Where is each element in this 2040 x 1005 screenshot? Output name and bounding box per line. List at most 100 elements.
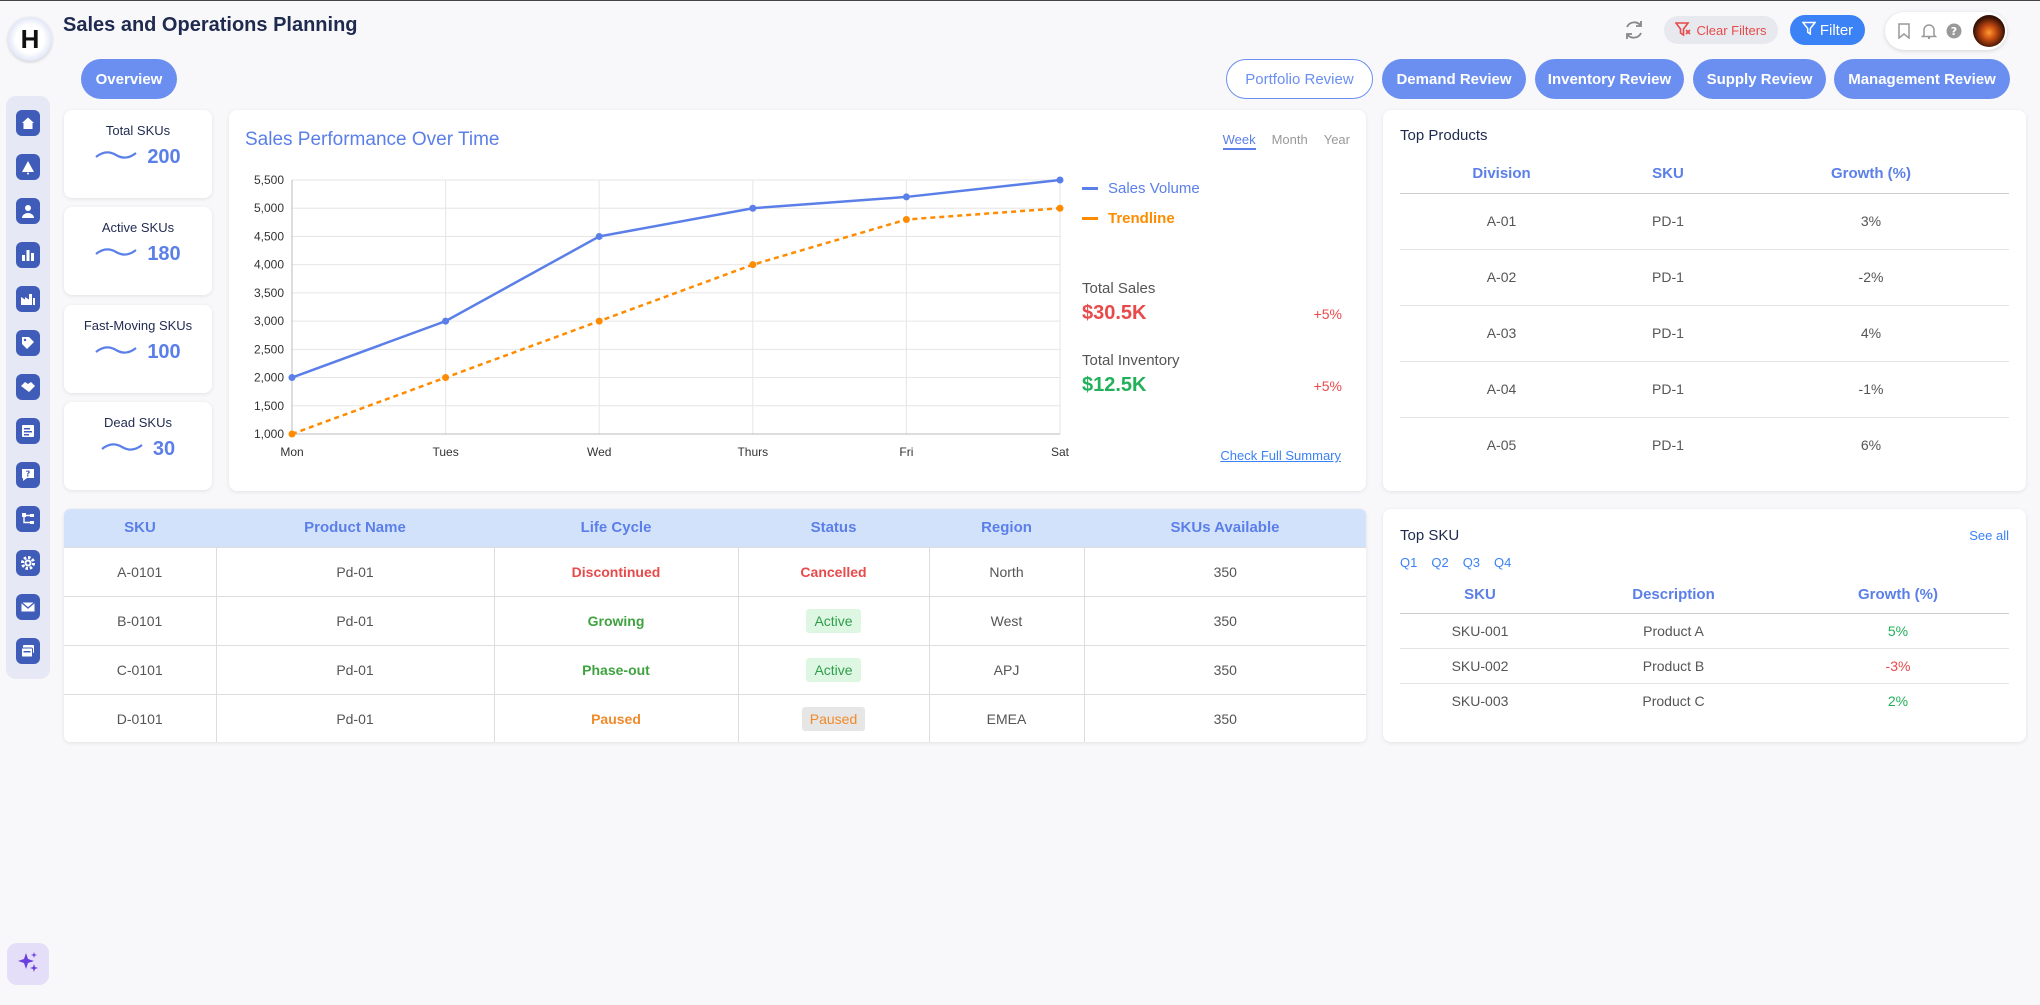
table-row[interactable]: SKU-001 Product A 5% [1400, 613, 2009, 649]
cell-sku: PD-1 [1603, 249, 1733, 306]
filter-button[interactable]: Filter [1790, 15, 1865, 45]
column-header[interactable]: SKU [64, 509, 216, 547]
column-header[interactable]: SKU [1603, 155, 1733, 194]
quarter-q3[interactable]: Q3 [1462, 555, 1481, 570]
clear-filters-button[interactable]: Clear Filters [1664, 16, 1778, 44]
bar-chart-icon[interactable] [16, 242, 40, 268]
tab-year[interactable]: Year [1323, 132, 1350, 147]
sales-volume-point [595, 232, 603, 240]
home-icon[interactable] [16, 110, 40, 136]
chart-legend: Sales Volume Trendline [1082, 173, 1200, 233]
sku-lifecycle-table-card: SKU Product Name Life Cycle Status Regio… [64, 509, 1366, 742]
tab-overview[interactable]: Overview [81, 59, 177, 99]
tab-week[interactable]: Week [1222, 132, 1256, 150]
handshake-icon[interactable] [16, 374, 40, 400]
column-header[interactable]: Growth (%) [1787, 577, 2009, 614]
y-tick-label: 1,500 [254, 399, 284, 413]
table-row[interactable]: SKU-003 Product C 2% [1400, 683, 2009, 718]
see-all-link[interactable]: See all [1969, 528, 2009, 543]
alert-icon[interactable] [16, 154, 40, 180]
table-row[interactable]: A-01 PD-1 3% [1400, 193, 2009, 250]
kpi-fast-moving-skus[interactable]: Fast-Moving SKUs 100 [64, 305, 212, 393]
table-row[interactable]: A-04 PD-1 -1% [1400, 361, 2009, 418]
cell-sku: C-0101 [64, 644, 217, 695]
kpi-active-skus[interactable]: Active SKUs 180 [64, 207, 212, 295]
hierarchy-icon[interactable] [16, 506, 40, 532]
column-header[interactable]: Growth (%) [1733, 155, 2009, 194]
status-badge: Paused [801, 706, 866, 731]
x-tick-label: Thurs [737, 445, 768, 459]
legend-sales-volume[interactable]: Sales Volume [1082, 173, 1200, 203]
column-header[interactable]: Description [1560, 577, 1787, 614]
tab-supply-review[interactable]: Supply Review [1693, 59, 1826, 99]
message-icon[interactable]: ? [16, 462, 40, 488]
tab-management-review[interactable]: Management Review [1834, 59, 2010, 99]
column-header[interactable]: SKUs Available [1084, 509, 1366, 547]
tab-portfolio-review[interactable]: Portfolio Review [1226, 59, 1373, 99]
bell-icon[interactable] [1920, 22, 1938, 40]
table-row[interactable]: B-0101 Pd-01 Growing Active West 350 [64, 595, 1366, 646]
app-logo[interactable]: H [8, 17, 52, 61]
wave-icon [95, 148, 137, 167]
column-header[interactable]: Life Cycle [494, 509, 738, 547]
quarter-q4[interactable]: Q4 [1494, 555, 1512, 570]
cell-division: A-01 [1400, 193, 1603, 250]
table-row[interactable]: A-03 PD-1 4% [1400, 305, 2009, 362]
kpi-value: 30 [152, 438, 176, 460]
bookmark-icon[interactable] [1895, 22, 1913, 40]
report-icon[interactable] [16, 418, 40, 444]
sales-line-chart: 1,000 1,500 2,000 2,500 3,000 3,500 4,000 4,500… [254, 173, 1070, 459]
stat-delta: +5% [1313, 305, 1342, 322]
cell-sku: A-0101 [64, 546, 217, 597]
table-row[interactable]: A-02 PD-1 -2% [1400, 249, 2009, 306]
cell-life-cycle: Growing [493, 595, 739, 646]
check-full-summary-link[interactable]: Check Full Summary [1220, 448, 1341, 463]
help-icon[interactable]: ? [1945, 22, 1963, 40]
stack-icon[interactable] [16, 638, 40, 664]
mail-icon[interactable] [16, 594, 40, 620]
user-icon[interactable] [16, 198, 40, 224]
kpi-label: Total SKUs [105, 123, 171, 138]
cell-status: Active [737, 644, 930, 695]
ai-assistant-button[interactable] [7, 943, 49, 985]
table-row[interactable]: C-0101 Pd-01 Phase-out Active APJ 350 [64, 644, 1366, 695]
cell-sku: PD-1 [1603, 193, 1733, 250]
cell-sku: SKU-003 [1451, 692, 1509, 709]
y-tick-label: 1,000 [254, 427, 284, 441]
refresh-icon[interactable] [1622, 18, 1646, 42]
factory-icon[interactable] [16, 286, 40, 312]
legend-trendline[interactable]: Trendline [1082, 203, 1200, 233]
cell-sku: PD-1 [1603, 305, 1733, 362]
sales-volume-point [749, 204, 757, 212]
tab-month[interactable]: Month [1271, 132, 1308, 147]
column-header[interactable]: Product Name [216, 509, 494, 547]
kpi-total-skus[interactable]: Total SKUs 200 [64, 110, 212, 198]
table-row[interactable]: A-05 PD-1 6% [1400, 417, 2009, 473]
quarter-q2[interactable]: Q2 [1431, 555, 1449, 570]
tab-demand-review[interactable]: Demand Review [1382, 59, 1526, 99]
avatar[interactable] [1973, 15, 2005, 47]
cell-product: Pd-01 [215, 546, 495, 597]
cell-sku: SKU-001 [1400, 613, 1560, 649]
column-header[interactable]: SKU [1400, 577, 1560, 614]
tab-inventory-review[interactable]: Inventory Review [1535, 59, 1684, 99]
tag-icon[interactable] [16, 330, 40, 356]
table-row[interactable]: D-0101 Pd-01 Paused Paused EMEA 350 [64, 693, 1366, 742]
settings-icon[interactable] [16, 550, 40, 576]
table-row[interactable]: A-0101 Pd-01 Discontinued Cancelled Nort… [64, 546, 1366, 597]
top-sku-card: Top SKU See all Q1 Q2 Q3 Q4 SKU Descript… [1383, 509, 2026, 742]
sidebar: ? [6, 96, 50, 679]
top-products-title: Top Products [1400, 127, 1488, 144]
kpi-dead-skus[interactable]: Dead SKUs 30 [64, 402, 212, 490]
column-header[interactable]: Division [1400, 155, 1603, 194]
top-products-table: Division SKU Growth (%) A-01 PD-1 3% A-02 P… [1400, 155, 2009, 473]
table-row[interactable]: SKU-002 Product B -3% [1400, 648, 2009, 684]
trendline-point [1056, 204, 1064, 212]
column-header[interactable]: Region [929, 509, 1084, 547]
x-tick-label: Fri [899, 445, 913, 459]
total-sales-stat: Total Sales $30.5K +5% [1082, 280, 1342, 325]
cell-available: 350 [1083, 693, 1366, 742]
column-header[interactable]: Status [738, 509, 929, 547]
quarter-q1[interactable]: Q1 [1400, 555, 1418, 570]
sales-volume-point [442, 317, 450, 325]
